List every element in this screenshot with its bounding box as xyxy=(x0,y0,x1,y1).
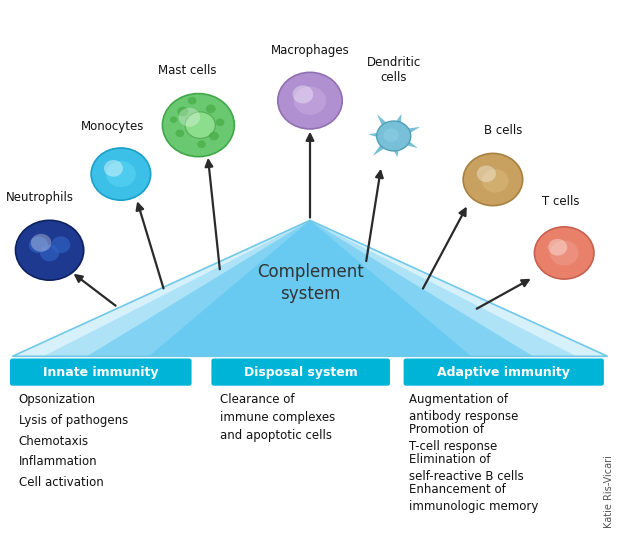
Text: Chemotaxis: Chemotaxis xyxy=(19,435,89,448)
Text: Macrophages: Macrophages xyxy=(270,44,350,57)
Polygon shape xyxy=(373,141,388,156)
Circle shape xyxy=(550,240,578,265)
Text: Katie Ris-Vicari: Katie Ris-Vicari xyxy=(604,455,614,528)
Polygon shape xyxy=(149,220,471,356)
Text: Elimination of
self-reactive B cells: Elimination of self-reactive B cells xyxy=(409,453,524,483)
Text: Neutrophils: Neutrophils xyxy=(6,191,74,204)
Circle shape xyxy=(209,132,219,140)
Text: Monocytes: Monocytes xyxy=(81,120,144,133)
Text: Enhancement of
immunologic memory: Enhancement of immunologic memory xyxy=(409,483,539,513)
Text: Adaptive immunity: Adaptive immunity xyxy=(437,366,570,379)
Polygon shape xyxy=(377,114,390,129)
Circle shape xyxy=(216,119,224,126)
Circle shape xyxy=(106,161,136,187)
Circle shape xyxy=(170,116,177,123)
Circle shape xyxy=(278,72,342,129)
Circle shape xyxy=(179,108,200,127)
Circle shape xyxy=(206,104,216,113)
Polygon shape xyxy=(392,146,399,157)
Circle shape xyxy=(177,107,188,116)
Circle shape xyxy=(31,234,51,252)
Text: Opsonization: Opsonization xyxy=(19,393,95,406)
Circle shape xyxy=(383,128,399,142)
Text: B cells: B cells xyxy=(484,124,522,137)
Circle shape xyxy=(16,220,84,280)
Polygon shape xyxy=(12,220,608,356)
Polygon shape xyxy=(368,132,382,139)
Text: Cell activation: Cell activation xyxy=(19,476,104,489)
Circle shape xyxy=(548,239,567,256)
Text: Clearance of
immune complexes
and apoptotic cells: Clearance of immune complexes and apopto… xyxy=(220,393,335,442)
Text: Innate immunity: Innate immunity xyxy=(43,366,159,379)
Circle shape xyxy=(482,169,508,193)
Circle shape xyxy=(534,227,594,279)
Text: Mast cells: Mast cells xyxy=(158,64,216,77)
Circle shape xyxy=(188,97,197,104)
Polygon shape xyxy=(404,127,420,135)
Circle shape xyxy=(51,237,70,253)
Circle shape xyxy=(91,148,151,200)
FancyBboxPatch shape xyxy=(404,358,604,386)
Circle shape xyxy=(293,85,313,103)
Circle shape xyxy=(104,160,123,177)
Polygon shape xyxy=(402,138,418,149)
FancyBboxPatch shape xyxy=(10,358,192,386)
Circle shape xyxy=(376,121,410,151)
Circle shape xyxy=(175,129,184,137)
Text: Disposal system: Disposal system xyxy=(244,366,358,379)
Polygon shape xyxy=(87,220,533,356)
Text: Inflammation: Inflammation xyxy=(19,455,97,468)
Polygon shape xyxy=(394,114,402,127)
Circle shape xyxy=(197,140,206,148)
Circle shape xyxy=(185,112,215,138)
Circle shape xyxy=(162,94,234,157)
Text: Promotion of
T-cell response: Promotion of T-cell response xyxy=(409,423,497,453)
Circle shape xyxy=(29,237,48,253)
FancyBboxPatch shape xyxy=(211,358,390,386)
Text: Dendritic
cells: Dendritic cells xyxy=(366,57,421,84)
Polygon shape xyxy=(43,220,577,356)
Circle shape xyxy=(463,153,523,206)
Circle shape xyxy=(477,165,496,182)
Circle shape xyxy=(294,86,326,115)
Text: T cells: T cells xyxy=(542,195,580,208)
Circle shape xyxy=(40,245,59,261)
Text: Lysis of pathogens: Lysis of pathogens xyxy=(19,414,128,427)
Text: Complement
system: Complement system xyxy=(257,263,363,303)
Text: Augmentation of
antibody response: Augmentation of antibody response xyxy=(409,393,518,423)
